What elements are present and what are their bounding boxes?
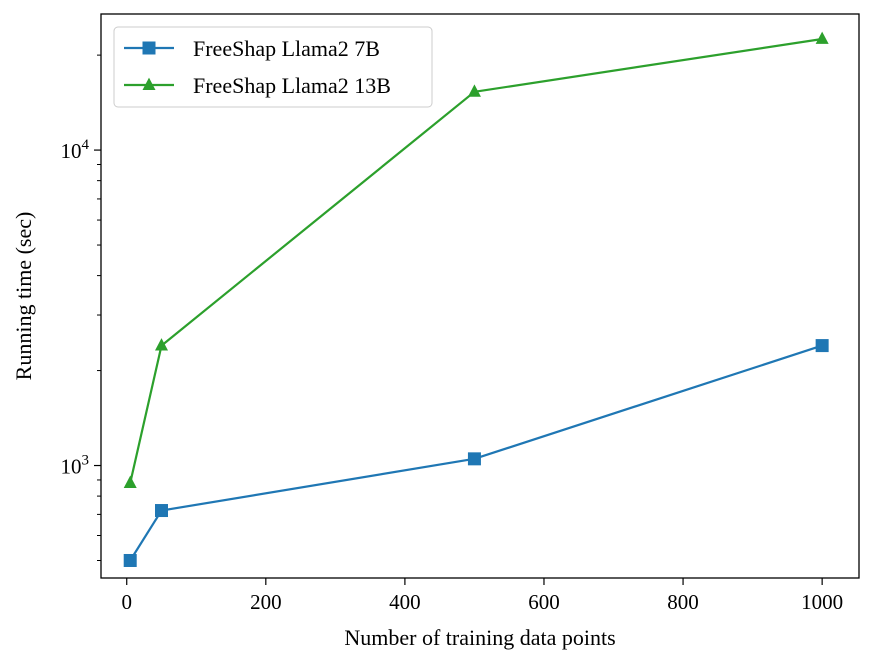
data-point	[815, 31, 829, 44]
y-tick-label: 103	[61, 453, 90, 479]
x-tick-label: 1000	[801, 590, 843, 614]
y-axis-label: Running time (sec)	[11, 212, 36, 381]
axis-ticks: 0 200 400 600 800 1000 103 104	[61, 137, 844, 614]
legend-label: FreeShap Llama2 7B	[193, 36, 380, 61]
plot-frame	[100, 13, 860, 579]
data-point	[155, 338, 169, 351]
data-point	[123, 475, 137, 488]
legend-marker	[142, 77, 156, 90]
legend-box	[113, 26, 433, 108]
legend-marker	[142, 41, 156, 55]
data-point	[123, 553, 137, 567]
data-point	[815, 339, 829, 353]
x-tick-label: 600	[528, 590, 560, 614]
legend-label: FreeShap Llama2 13B	[193, 73, 391, 98]
x-tick-label: 200	[250, 590, 282, 614]
data-point	[467, 452, 481, 466]
legend: FreeShap Llama2 7B FreeShap Llama2 13B	[113, 26, 433, 108]
series-line	[129, 37, 823, 484]
x-tick-label: 0	[121, 590, 132, 614]
y-minor-ticks	[97, 54, 101, 561]
series-2	[123, 31, 829, 488]
legend-item: FreeShap Llama2 7B	[124, 36, 380, 61]
x-tick-label: 800	[667, 590, 699, 614]
data-point	[467, 84, 481, 97]
legend-item: FreeShap Llama2 13B	[124, 73, 391, 98]
series-1	[123, 339, 829, 567]
series-line	[129, 344, 823, 562]
data-point	[155, 504, 169, 518]
x-axis-label: Number of training data points	[344, 625, 615, 650]
series-layer	[123, 31, 829, 567]
y-tick-label: 104	[61, 137, 90, 163]
x-tick-label: 400	[389, 590, 421, 614]
